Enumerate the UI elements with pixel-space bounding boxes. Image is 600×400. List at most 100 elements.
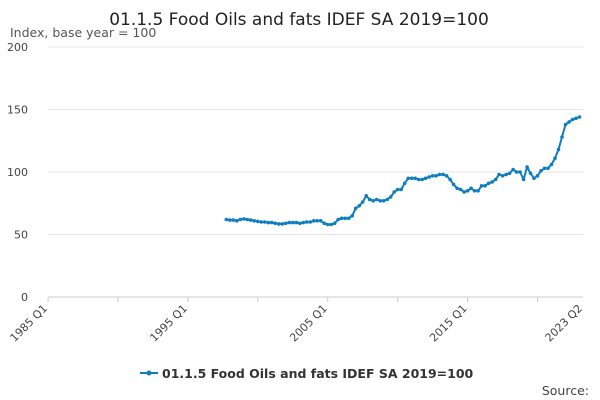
data-point [577, 115, 582, 119]
legend-point-marker [146, 370, 152, 376]
data-point [277, 222, 281, 226]
data-point [402, 181, 407, 186]
x-tick-label: 2005 Q1 [287, 302, 330, 345]
data-point [430, 174, 435, 178]
data-point [315, 219, 320, 223]
data-point [444, 174, 449, 178]
legend[interactable]: 01.1.5 Food Oils and fats IDEF SA 2019=1… [140, 366, 474, 381]
data-point [287, 220, 292, 225]
data-point [385, 197, 390, 202]
data-point [392, 190, 397, 194]
data-point [504, 172, 508, 177]
data-point [535, 174, 540, 178]
data-point [231, 218, 236, 222]
data-point [560, 135, 564, 139]
data-point [378, 199, 383, 203]
data-point [322, 221, 327, 226]
data-point [406, 176, 411, 181]
data-point [367, 197, 372, 202]
data-point [374, 197, 379, 202]
data-point [270, 220, 274, 225]
data-point [238, 217, 243, 222]
data-point [549, 162, 554, 167]
data-point [353, 206, 358, 211]
data-point [399, 187, 404, 192]
data-point [570, 117, 575, 122]
data-point [448, 177, 452, 182]
data-point [518, 170, 522, 174]
data-point [493, 177, 498, 182]
data-point [500, 174, 505, 178]
data-point [479, 184, 484, 188]
data-point [437, 172, 442, 177]
data-point [263, 220, 267, 224]
data-point [553, 156, 557, 161]
y-tick-label: 150 [7, 104, 28, 117]
x-axis: 1985 Q1 1995 Q1 2005 Q1 2015 Q1 2023 Q2 [8, 296, 586, 345]
gridlines [48, 46, 583, 235]
data-point [312, 219, 316, 223]
data-point [273, 221, 278, 226]
data-point [574, 116, 578, 121]
data-point [497, 172, 501, 177]
data-point [483, 184, 487, 188]
data-point [357, 204, 362, 208]
data-point [325, 222, 330, 227]
x-tick-label: 2023 Q2 [543, 302, 586, 345]
data-point [542, 166, 547, 171]
data-point [469, 186, 473, 191]
data-point [458, 187, 463, 192]
data-point [476, 189, 480, 193]
y-tick-label: 100 [7, 166, 28, 179]
x-tick-label: 1985 Q1 [8, 302, 51, 345]
data-point [298, 221, 302, 226]
data-point [255, 219, 260, 224]
data-point [381, 199, 386, 203]
data-point [259, 220, 264, 224]
data-point [280, 222, 285, 226]
y-tick-label: 0 [21, 291, 28, 304]
data-point [252, 219, 257, 223]
data-point [284, 221, 288, 226]
data-point [556, 147, 561, 152]
data-point [305, 220, 309, 224]
data-point [336, 217, 341, 222]
data-point [423, 176, 428, 181]
data-point [420, 177, 425, 182]
y-tick-label: 50 [14, 229, 28, 242]
data-point [507, 171, 512, 176]
data-point [339, 216, 344, 221]
data-point [455, 186, 459, 191]
data-point [434, 174, 438, 178]
data-point [360, 200, 365, 204]
data-point [371, 199, 376, 203]
data-point [249, 218, 253, 222]
y-tick-label: 200 [7, 41, 28, 54]
series-line [226, 116, 580, 226]
data-point [332, 221, 337, 226]
legend-series-label: 01.1.5 Food Oils and fats IDEF SA 2019=1… [162, 366, 474, 381]
data-point [521, 177, 526, 182]
data-point [395, 187, 400, 192]
data-point [346, 216, 351, 221]
x-tick-label: 2015 Q1 [427, 302, 470, 345]
data-point [546, 166, 550, 171]
plot-area [224, 115, 582, 227]
y-axis-label: Index, base year = 100 [10, 25, 156, 40]
data-point [350, 214, 355, 218]
data-point [528, 171, 533, 176]
x-tick-label: 1995 Q1 [147, 302, 190, 345]
data-point [511, 167, 515, 172]
data-point [318, 219, 323, 223]
data-point [462, 190, 466, 194]
data-point [291, 220, 295, 225]
data-point [451, 182, 456, 187]
data-point [525, 165, 529, 169]
y-axis-ticks: 0 50 100 150 200 [7, 41, 28, 304]
data-point [235, 219, 239, 223]
data-point [472, 189, 477, 193]
data-point [514, 170, 519, 174]
data-point [563, 122, 568, 127]
data-point [242, 217, 246, 221]
